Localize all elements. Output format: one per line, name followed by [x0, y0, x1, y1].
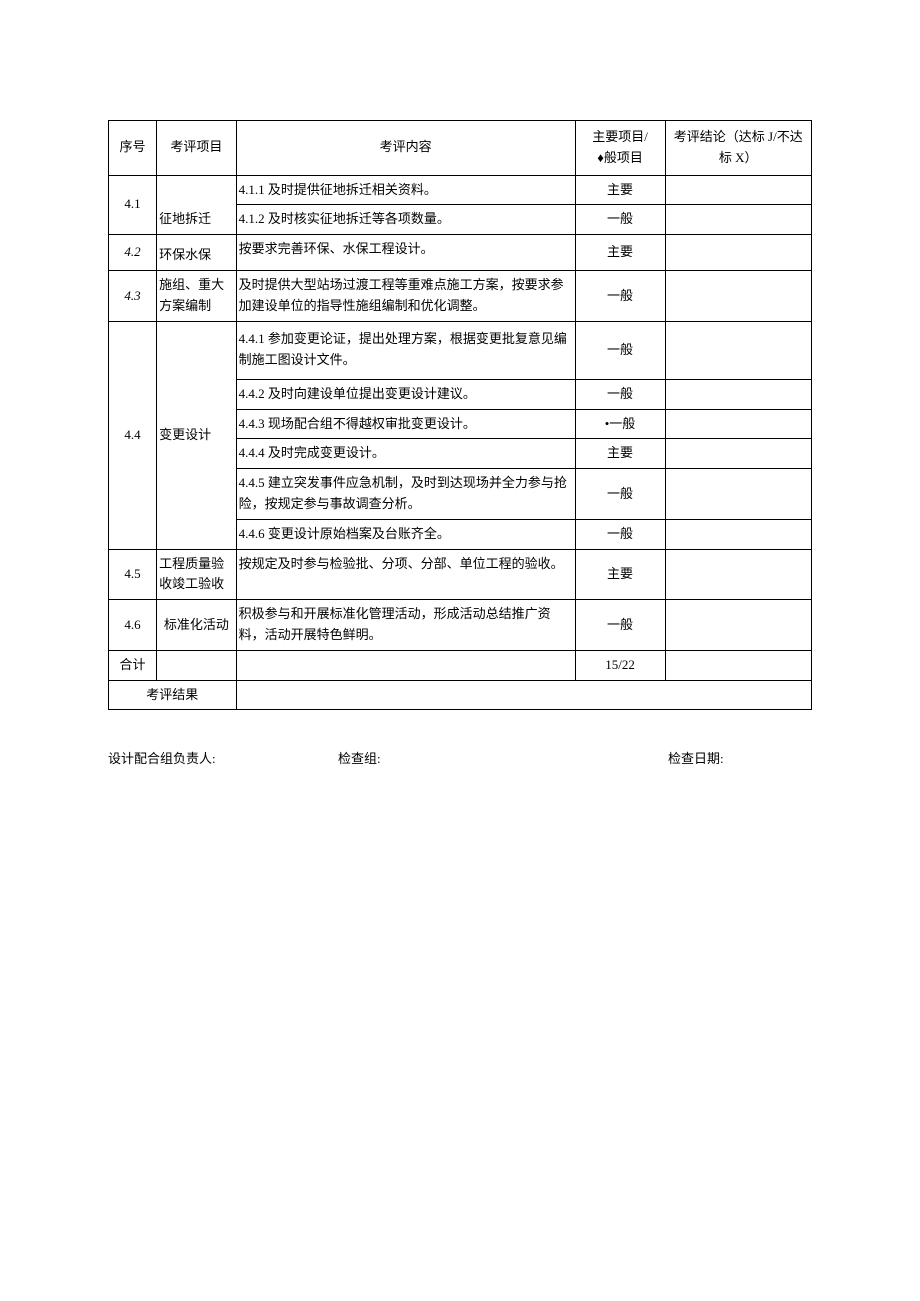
inspection-date: 检查日期: — [668, 748, 724, 767]
cell-result — [665, 271, 812, 322]
cell-num: 4.2 — [109, 235, 157, 271]
signer-inspector: 检查组: — [338, 748, 668, 767]
total-label: 合计 — [109, 650, 157, 680]
table-row: 4.3 施组、重大方案编制 及时提供大型站场过渡工程等重难点施工方案，按要求参加… — [109, 271, 812, 322]
cell-num: 4.5 — [109, 549, 157, 600]
cell-num: 4.6 — [109, 600, 157, 651]
cell-num: 4.3 — [109, 271, 157, 322]
cell-type: 一般 — [575, 469, 665, 520]
total-content — [236, 650, 575, 680]
cell-result — [665, 600, 812, 651]
cell-type: 一般 — [575, 519, 665, 549]
cell-type: •一般 — [575, 409, 665, 439]
table-row: 4.4 变更设计 4.4.1 参加变更论证，提出处理方案，根据变更批复意见编制施… — [109, 321, 812, 379]
cell-type: 一般 — [575, 600, 665, 651]
cell-result — [665, 439, 812, 469]
cell-item: 施组、重大方案编制 — [157, 271, 237, 322]
table-row: 4.6 标准化活动 积极参与和开展标准化管理活动，形成活动总结推广资料，活动开展… — [109, 600, 812, 651]
cell-item: 环保水保 — [157, 235, 237, 271]
cell-type: 主要 — [575, 235, 665, 271]
cell-content: 按要求完善环保、水保工程设计。 — [236, 235, 575, 271]
table-row: 4.1 征地拆迁 4.1.1 及时提供征地拆迁相关资料。 主要 — [109, 175, 812, 205]
cell-item: 变更设计 — [157, 321, 237, 549]
cell-item: 标准化活动 — [157, 600, 237, 651]
cell-type: 一般 — [575, 205, 665, 235]
header-type-line1: 主要项目/ — [592, 129, 648, 144]
header-result-line2: 标 X） — [719, 150, 758, 165]
signer-designer: 设计配合组负责人: — [108, 748, 338, 767]
cell-content: 4.4.3 现场配合组不得越权审批变更设计。 — [236, 409, 575, 439]
cell-type: 一般 — [575, 379, 665, 409]
cell-content: 积极参与和开展标准化管理活动，形成活动总结推广资料，活动开展特色鲜明。 — [236, 600, 575, 651]
result-label: 考评结果 — [109, 680, 237, 710]
cell-type: 主要 — [575, 439, 665, 469]
cell-content: 按规定及时参与检验批、分项、分部、单位工程的验收。 — [236, 549, 575, 600]
cell-result — [665, 409, 812, 439]
cell-num: 4.4 — [109, 321, 157, 549]
cell-result — [665, 519, 812, 549]
cell-content: 4.4.5 建立突发事件应急机制，及时到达现场并全力参与抢险，按规定参与事故调查… — [236, 469, 575, 520]
cell-content: 4.4.4 及时完成变更设计。 — [236, 439, 575, 469]
cell-content: 及时提供大型站场过渡工程等重难点施工方案，按要求参加建设单位的指导性施组编制和优… — [236, 271, 575, 322]
result-row: 考评结果 — [109, 680, 812, 710]
cell-result — [665, 321, 812, 379]
cell-item: 征地拆迁 — [157, 175, 237, 235]
cell-type: 一般 — [575, 271, 665, 322]
cell-num: 4.1 — [109, 175, 157, 235]
header-type: 主要项目/ ♦般项目 — [575, 121, 665, 176]
document-page: 序号 考评项目 考评内容 主要项目/ ♦般项目 考评结论（达标 J/不达 标 X… — [0, 0, 920, 767]
total-row: 合计 15/22 — [109, 650, 812, 680]
table-header-row: 序号 考评项目 考评内容 主要项目/ ♦般项目 考评结论（达标 J/不达 标 X… — [109, 121, 812, 176]
cell-content: 4.1.1 及时提供征地拆迁相关资料。 — [236, 175, 575, 205]
total-value: 15/22 — [575, 650, 665, 680]
evaluation-table: 序号 考评项目 考评内容 主要项目/ ♦般项目 考评结论（达标 J/不达 标 X… — [108, 120, 812, 710]
total-result — [665, 650, 812, 680]
header-content: 考评内容 — [236, 121, 575, 176]
cell-type: 主要 — [575, 175, 665, 205]
signature-line: 设计配合组负责人: 检查组: 检查日期: — [108, 748, 812, 767]
cell-content: 4.4.6 变更设计原始档案及台账齐全。 — [236, 519, 575, 549]
table-row: 4.5 工程质量验收竣工验收 按规定及时参与检验批、分项、分部、单位工程的验收。… — [109, 549, 812, 600]
header-result-line1: 考评结论（达标 J/不达 — [674, 129, 803, 144]
cell-type: 一般 — [575, 321, 665, 379]
header-type-line2: ♦般项目 — [597, 150, 643, 165]
cell-result — [665, 205, 812, 235]
cell-result — [665, 175, 812, 205]
table-row: 4.2 环保水保 按要求完善环保、水保工程设计。 主要 — [109, 235, 812, 271]
header-result: 考评结论（达标 J/不达 标 X） — [665, 121, 812, 176]
cell-item: 工程质量验收竣工验收 — [157, 549, 237, 600]
cell-result — [665, 549, 812, 600]
cell-content: 4.4.2 及时向建设单位提出变更设计建议。 — [236, 379, 575, 409]
cell-type: 主要 — [575, 549, 665, 600]
header-num: 序号 — [109, 121, 157, 176]
cell-content: 4.1.2 及时核实征地拆迁等各项数量。 — [236, 205, 575, 235]
cell-result — [665, 469, 812, 520]
header-item: 考评项目 — [157, 121, 237, 176]
result-value — [236, 680, 811, 710]
cell-content: 4.4.1 参加变更论证，提出处理方案，根据变更批复意见编制施工图设计文件。 — [236, 321, 575, 379]
total-item — [157, 650, 237, 680]
cell-result — [665, 235, 812, 271]
cell-result — [665, 379, 812, 409]
